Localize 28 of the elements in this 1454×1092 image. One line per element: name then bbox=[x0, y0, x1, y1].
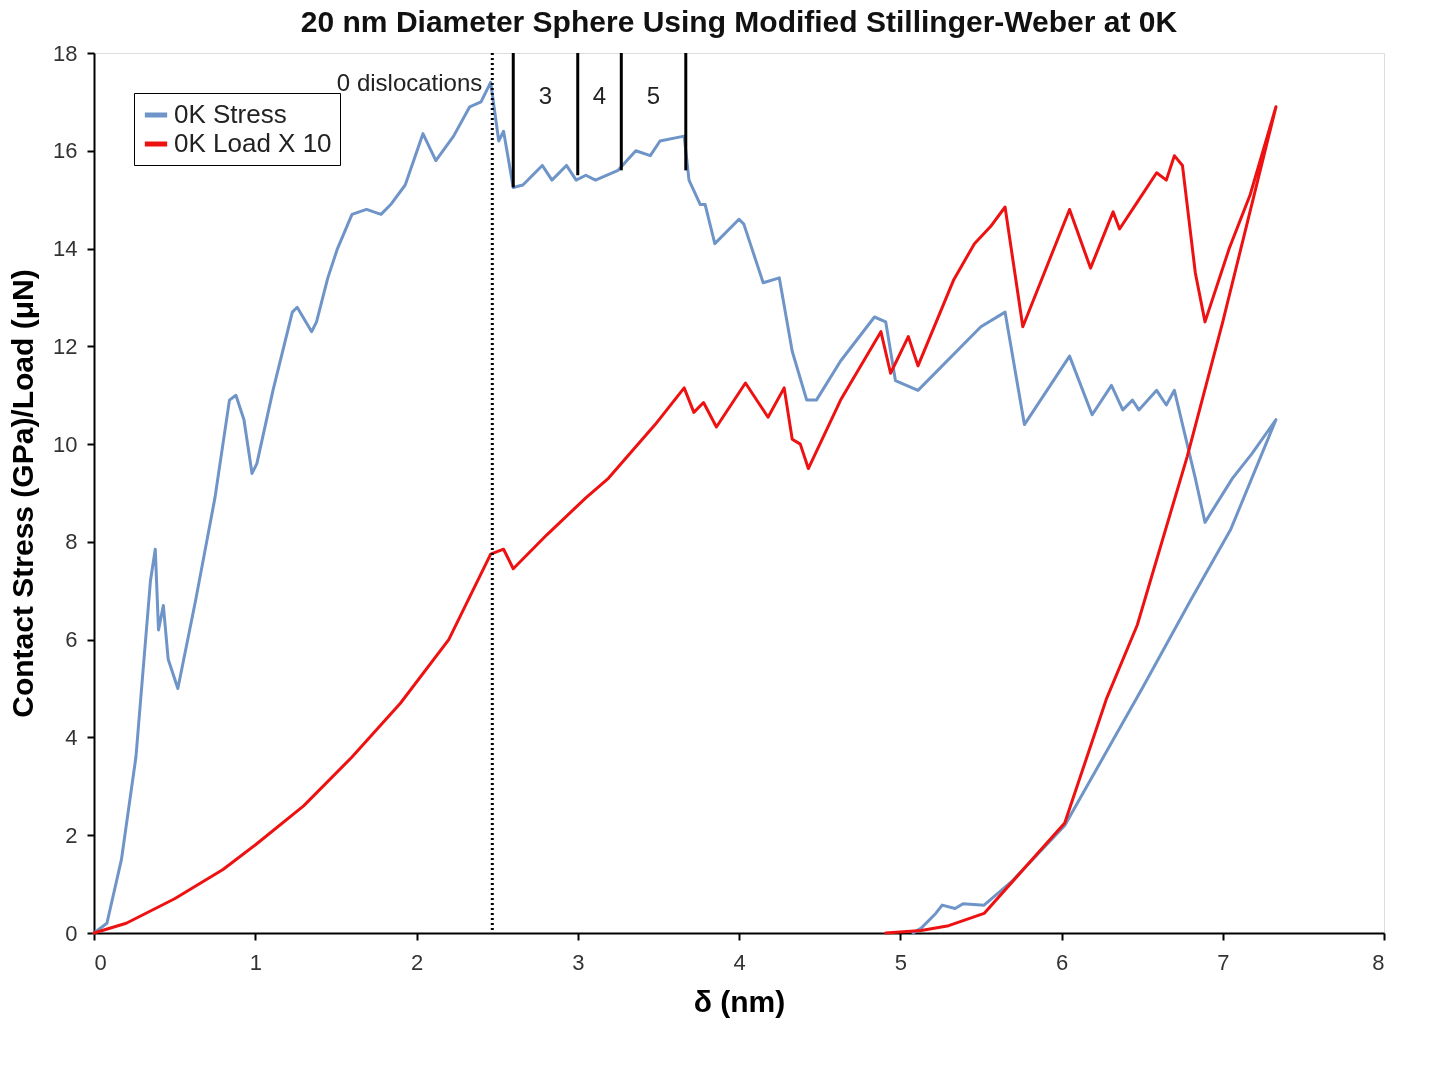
x-tick-label: 4 bbox=[733, 949, 746, 975]
y-axis-title: Contact Stress (GPa)/Load (μN) bbox=[6, 269, 40, 718]
legend-label: 0K Load X 10 bbox=[174, 128, 332, 158]
annotation: 5 bbox=[646, 82, 661, 109]
x-tick-label: 5 bbox=[894, 949, 907, 975]
x-axis-title: δ (nm) bbox=[693, 984, 786, 1018]
y-tick-label: 10 bbox=[53, 431, 78, 457]
annotation: 4 bbox=[592, 82, 607, 109]
y-tick-label: 0 bbox=[65, 920, 78, 946]
x-tick-label: 1 bbox=[249, 949, 262, 975]
x-tick-label: 8 bbox=[1372, 949, 1385, 975]
y-tick-label: 2 bbox=[65, 822, 78, 848]
y-tick-label: 16 bbox=[53, 138, 78, 164]
legend-label: 0K Stress bbox=[174, 99, 287, 129]
y-tick-label: 8 bbox=[65, 529, 78, 555]
annotation: 3 bbox=[538, 82, 553, 109]
x-tick-label: 2 bbox=[410, 949, 424, 975]
y-tick-label: 6 bbox=[65, 627, 78, 653]
x-tick-label: 0 bbox=[94, 949, 107, 975]
y-tick-label: 14 bbox=[53, 236, 78, 262]
x-tick-label: 3 bbox=[572, 949, 585, 975]
y-tick-label: 12 bbox=[53, 333, 78, 359]
annotation: 0 dislocations bbox=[336, 68, 483, 96]
x-tick-label: 7 bbox=[1217, 949, 1230, 975]
y-tick-label: 4 bbox=[65, 724, 78, 750]
chart-title: 20 nm Diameter Sphere Using Modified Stillinger-Weber at 0K bbox=[300, 5, 1178, 38]
x-tick-label: 6 bbox=[1055, 949, 1069, 975]
y-tick-label: 18 bbox=[53, 40, 78, 66]
